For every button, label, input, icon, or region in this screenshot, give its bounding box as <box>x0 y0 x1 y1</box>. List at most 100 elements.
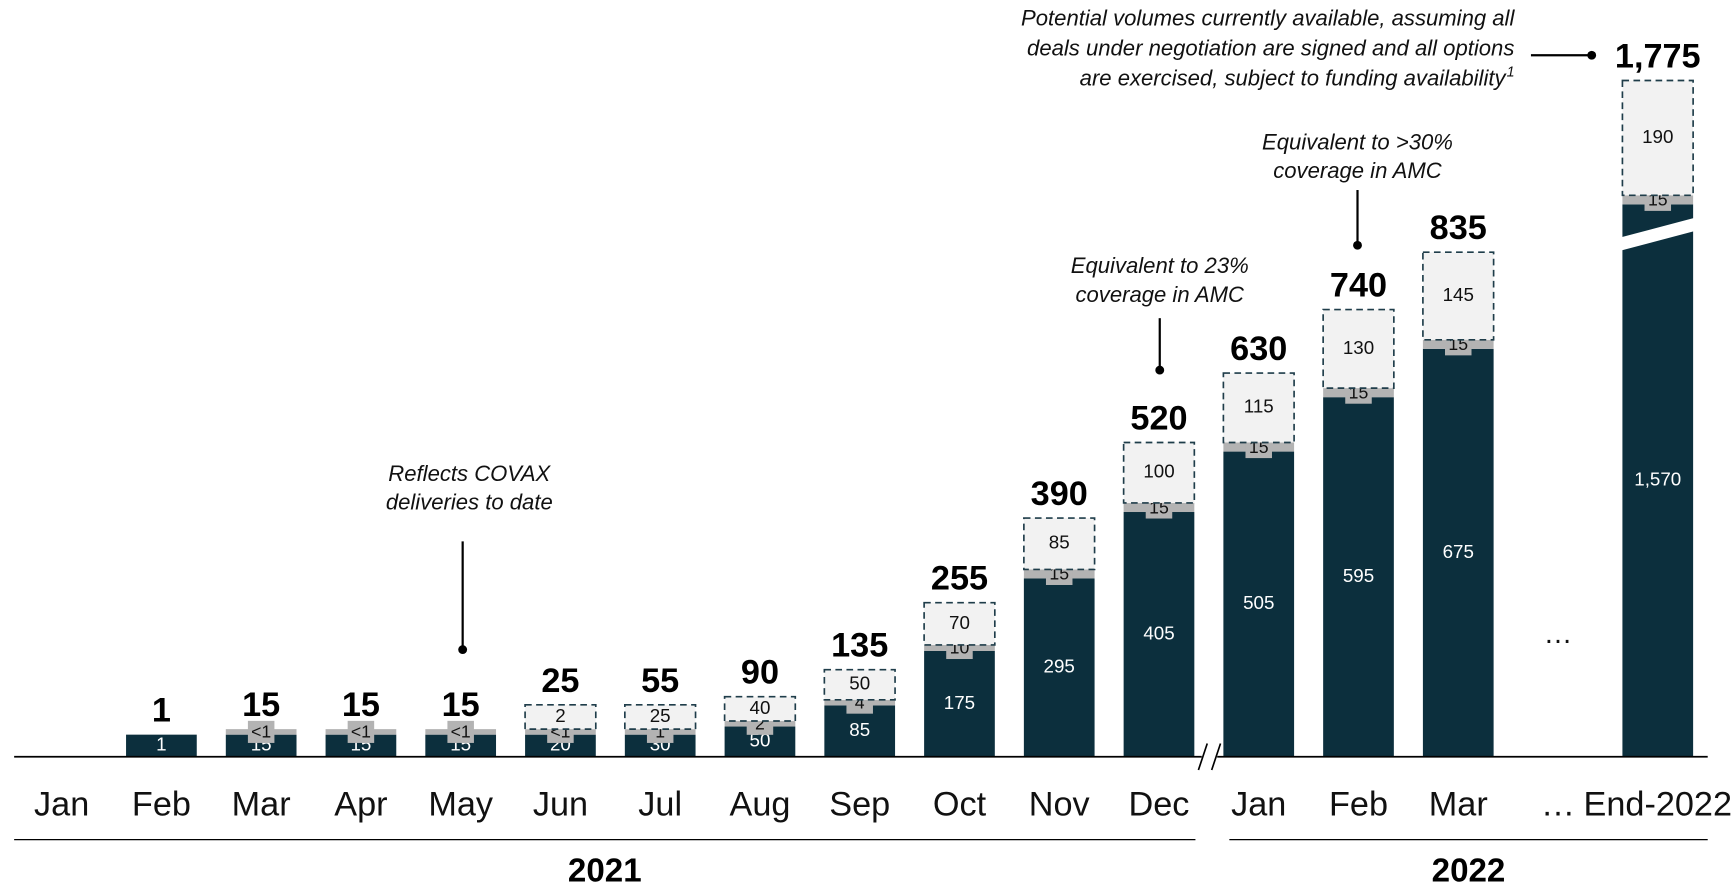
bar-segment <box>723 695 797 722</box>
annotation-line: Potential volumes currently available, a… <box>1021 6 1515 31</box>
data-label: 295 <box>1044 656 1075 677</box>
x-tick-label: Nov <box>1029 786 1090 824</box>
leader-dot <box>1353 240 1362 250</box>
bar-segment <box>325 734 397 757</box>
bar-segment <box>126 734 197 757</box>
data-label: 190 <box>1642 126 1673 147</box>
x-tick-label: Apr <box>334 786 387 824</box>
total-label: 135 <box>831 627 888 665</box>
annotation-line: deliveries to date <box>386 490 553 515</box>
bar-segment <box>1222 372 1295 444</box>
data-label: 175 <box>944 692 975 713</box>
total-label: 740 <box>1330 267 1387 305</box>
data-label: 1,570 <box>1634 469 1681 490</box>
data-label: 85 <box>1049 532 1070 553</box>
break-mark <box>1210 743 1222 771</box>
leader-dot <box>458 645 468 655</box>
data-label: 1 <box>655 722 665 742</box>
bar-segment <box>524 703 597 730</box>
data-label: <1 <box>251 722 271 742</box>
x-tick-label: Jan <box>1231 786 1286 824</box>
annotation-line: Equivalent to 23% <box>1071 253 1249 278</box>
data-label: 50 <box>849 673 870 694</box>
bar-segment <box>924 650 995 757</box>
bar-segment <box>1422 348 1494 757</box>
data-label: 40 <box>750 697 771 718</box>
x-tick-label: Mar <box>1429 786 1488 824</box>
label-box <box>247 720 275 743</box>
x-tick-label: Feb <box>1329 786 1388 824</box>
annotation-line: Equivalent to >30% <box>1262 129 1453 154</box>
x-tick-label: May <box>428 786 494 824</box>
data-label: 675 <box>1443 541 1474 562</box>
total-label: 255 <box>931 560 988 598</box>
bar-segment <box>1223 451 1295 757</box>
leader-dot <box>1587 50 1597 60</box>
x-tick-label: Jul <box>638 786 682 824</box>
x-tick-label: Aug <box>729 786 790 824</box>
x-tick-label: Feb <box>132 786 191 824</box>
x-tick-label: Jun <box>533 786 588 824</box>
data-label: 2 <box>555 705 565 726</box>
total-label: 520 <box>1130 399 1187 437</box>
bar-segment <box>1122 441 1196 504</box>
total-label: 835 <box>1430 209 1487 247</box>
label-box <box>447 720 474 743</box>
x-tick-label: Sep <box>829 786 890 824</box>
bar-segment <box>624 734 696 757</box>
data-label: 25 <box>650 705 671 726</box>
group-label: 2022 <box>1432 852 1506 886</box>
data-label: 100 <box>1143 461 1174 482</box>
total-label: 1,775 <box>1615 37 1701 75</box>
data-label: 50 <box>750 730 771 751</box>
group-label: 2021 <box>568 852 642 886</box>
bar-segment <box>1023 517 1096 571</box>
x-tick-label: Oct <box>933 786 987 824</box>
bar-segment <box>1023 578 1095 757</box>
data-label: 505 <box>1243 592 1274 613</box>
total-label: 15 <box>442 686 480 724</box>
total-label: 390 <box>1031 475 1088 513</box>
data-label: 145 <box>1443 284 1474 305</box>
bar-segment <box>1123 512 1195 757</box>
bar-segment <box>823 668 896 701</box>
gap-marker: … <box>1544 618 1573 650</box>
bar-segment <box>425 734 497 757</box>
data-label: <1 <box>351 722 371 742</box>
data-label: 85 <box>849 719 870 740</box>
axis-break <box>1620 217 1696 251</box>
bar-segment <box>1621 79 1694 197</box>
total-label: 55 <box>641 662 679 700</box>
bar-segment <box>824 705 896 757</box>
x-tick-label: Mar <box>232 786 291 824</box>
bar-segment <box>1322 308 1395 389</box>
bar-segment <box>923 601 996 646</box>
bar-segment <box>1622 204 1694 757</box>
data-label: 405 <box>1143 622 1174 643</box>
data-label: 595 <box>1343 565 1374 586</box>
axis-gap <box>1201 743 1218 771</box>
data-label: 115 <box>1244 396 1274 417</box>
x-tick-label: End-2022 <box>1584 786 1732 824</box>
data-label: 130 <box>1343 337 1374 358</box>
break-mark <box>1197 743 1209 771</box>
bar-segment <box>624 703 697 730</box>
footnote: 1 <box>1507 65 1515 81</box>
bar-segment <box>1323 397 1394 757</box>
annotation-line: are exercised, subject to funding availa… <box>1080 65 1508 90</box>
label-box <box>347 720 375 743</box>
data-label: <1 <box>451 722 471 742</box>
bar-segment <box>1422 251 1495 341</box>
bar-segment <box>225 734 297 757</box>
x-tick-label: Dec <box>1129 786 1190 824</box>
annotation-line: deals under negotiation are signed and a… <box>1027 36 1514 61</box>
x-tick-label: … <box>1541 786 1575 824</box>
total-label: 90 <box>741 654 779 692</box>
total-label: 630 <box>1230 330 1287 368</box>
leader-dot <box>1155 365 1165 375</box>
annotation-line: coverage in AMC <box>1273 158 1443 183</box>
total-label: 15 <box>342 686 380 724</box>
x-tick-label: Jan <box>34 786 89 824</box>
annotations: Potential volumes currently available, a… <box>386 6 1597 655</box>
